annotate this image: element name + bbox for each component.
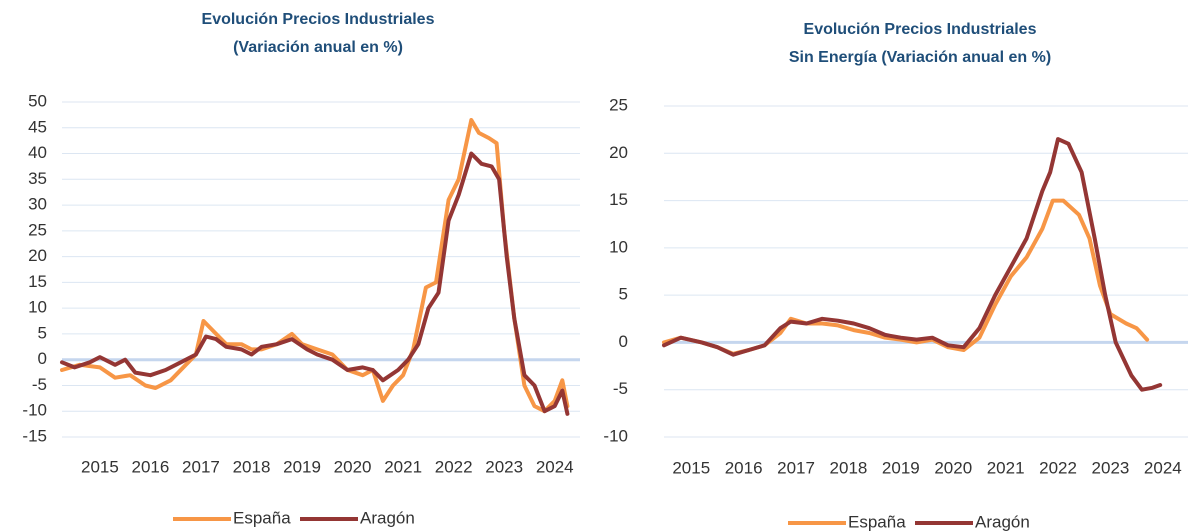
- y-tick-label: -15: [22, 426, 47, 445]
- chart-subtitle: Sin Energía (Variación anual en %): [789, 49, 1051, 66]
- x-tick-label: 2015: [81, 457, 119, 476]
- x-tick-label: 2016: [132, 457, 170, 476]
- chart-title: Evolución Precios Industriales: [804, 21, 1037, 38]
- x-tick-label: 2019: [882, 458, 920, 477]
- y-tick-label: 30: [28, 195, 47, 214]
- y-tick-label: 50: [28, 91, 47, 110]
- y-tick-label: 0: [38, 349, 47, 368]
- x-tick-label: 2022: [435, 457, 473, 476]
- x-tick-label: 2023: [485, 457, 523, 476]
- y-tick-label: 25: [609, 95, 628, 114]
- y-tick-label: 10: [609, 237, 628, 256]
- y-tick-label: 25: [28, 220, 47, 239]
- x-tick-label: 2023: [1092, 458, 1130, 477]
- x-tick-label: 2017: [182, 457, 220, 476]
- series-line: [60, 151, 570, 416]
- x-tick-label: 2020: [334, 457, 372, 476]
- series-line: [60, 118, 570, 414]
- x-tick-label: 2021: [987, 458, 1025, 477]
- y-tick-label: -5: [613, 379, 628, 398]
- legend-label: España: [233, 508, 291, 527]
- legend-label: Aragón: [360, 508, 415, 527]
- y-tick-label: 40: [28, 143, 47, 162]
- x-tick-label: 2018: [233, 457, 271, 476]
- x-tick-label: 2018: [830, 458, 868, 477]
- y-tick-label: 10: [28, 298, 47, 317]
- x-tick-label: 2020: [934, 458, 972, 477]
- chart-subtitle: (Variación anual en %): [233, 39, 403, 56]
- x-tick-label: 2024: [1144, 458, 1182, 477]
- y-tick-label: 20: [609, 143, 628, 162]
- x-tick-label: 2019: [283, 457, 321, 476]
- legend-label: España: [848, 512, 906, 531]
- y-tick-label: 20: [28, 246, 47, 265]
- y-tick-label: 35: [28, 169, 47, 188]
- y-tick-label: -5: [32, 375, 47, 394]
- x-tick-label: 2024: [536, 457, 574, 476]
- series-line: [662, 137, 1163, 392]
- y-tick-label: -10: [22, 401, 47, 420]
- y-tick-label: 15: [28, 272, 47, 291]
- y-tick-label: 5: [619, 285, 628, 304]
- x-tick-label: 2017: [777, 458, 815, 477]
- x-tick-label: 2022: [1039, 458, 1077, 477]
- x-tick-label: 2015: [672, 458, 710, 477]
- series-line: [662, 198, 1150, 356]
- x-tick-label: 2021: [384, 457, 422, 476]
- y-tick-label: 45: [28, 117, 47, 136]
- y-tick-label: 15: [609, 190, 628, 209]
- y-tick-label: 0: [619, 332, 628, 351]
- chart-title: Evolución Precios Industriales: [202, 11, 435, 28]
- y-tick-label: 5: [38, 323, 47, 342]
- x-tick-label: 2016: [725, 458, 763, 477]
- y-tick-label: -10: [603, 426, 628, 445]
- legend-label: Aragón: [975, 512, 1030, 531]
